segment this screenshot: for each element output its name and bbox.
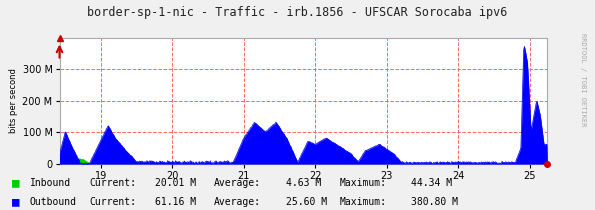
Text: Current:: Current: <box>89 178 136 188</box>
Text: Maximum:: Maximum: <box>339 178 386 188</box>
Text: Current:: Current: <box>89 197 136 207</box>
Text: 61.16 M: 61.16 M <box>155 197 196 207</box>
Text: 4.63 M: 4.63 M <box>286 178 321 188</box>
Text: Average:: Average: <box>214 197 261 207</box>
Text: 20.01 M: 20.01 M <box>155 178 196 188</box>
Text: border-sp-1-nic - Traffic - irb.1856 - UFSCAR Sorocaba ipv6: border-sp-1-nic - Traffic - irb.1856 - U… <box>87 6 508 19</box>
Text: ■: ■ <box>12 195 20 208</box>
Y-axis label: bits per second: bits per second <box>10 68 18 133</box>
Text: Inbound: Inbound <box>30 178 71 188</box>
Text: 44.34 M: 44.34 M <box>411 178 452 188</box>
Text: ■: ■ <box>12 176 20 189</box>
Text: Maximum:: Maximum: <box>339 197 386 207</box>
Text: 380.80 M: 380.80 M <box>411 197 458 207</box>
Text: Average:: Average: <box>214 178 261 188</box>
Text: 25.60 M: 25.60 M <box>286 197 327 207</box>
Text: Outbound: Outbound <box>30 197 77 207</box>
Text: RRDTOOL / TOBI OETIKER: RRDTOOL / TOBI OETIKER <box>580 33 586 127</box>
